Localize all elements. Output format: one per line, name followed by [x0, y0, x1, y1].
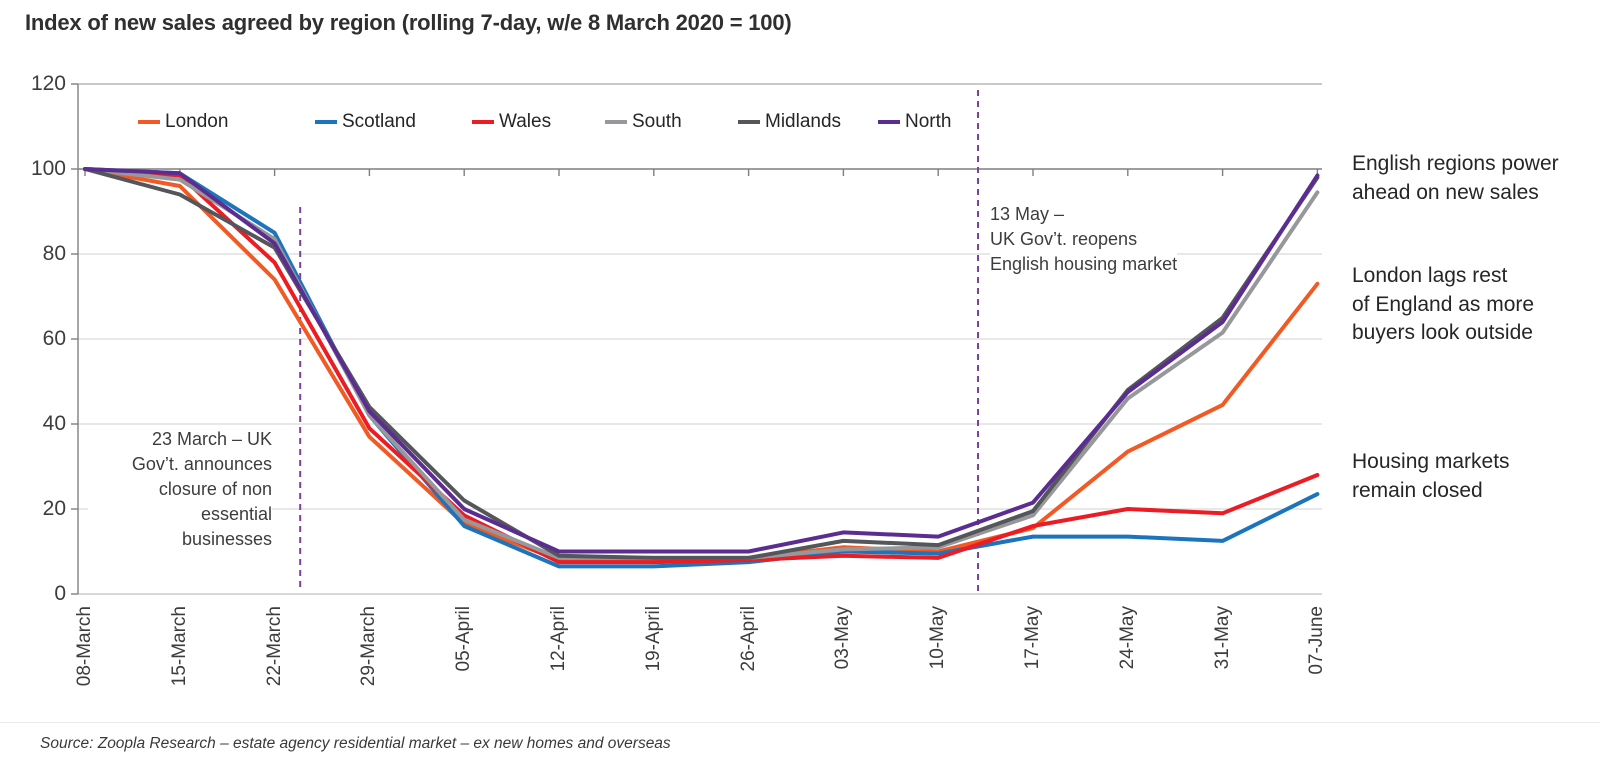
y-axis-label-100: 100 [30, 157, 66, 180]
legend-swatch-wales [472, 120, 494, 124]
x-axis-label-31-May: 31-May [1211, 606, 1233, 670]
x-axis-label-19-April: 19-April [642, 606, 664, 672]
legend-swatch-scotland [315, 120, 337, 124]
legend-label: Midlands [765, 111, 842, 132]
legend-label: Wales [499, 111, 552, 132]
legend-swatch-london [138, 120, 160, 124]
x-axis-label-03-May: 03-May [832, 606, 854, 670]
side-label-english-regions: English regions power ahead on new sales [1352, 152, 1559, 204]
series-line-north [83, 167, 1320, 554]
legend-swatch-midlands [738, 120, 760, 124]
legend-item-south: South [605, 110, 682, 134]
series-line-wales [83, 167, 1320, 565]
legend-label: South [632, 111, 682, 132]
legend-label: London [165, 111, 229, 132]
source-note: Source: Zoopla Research – estate agency … [40, 735, 671, 752]
side-label-markets-closed: Housing markets remain closed [1352, 450, 1510, 502]
legend-label: Scotland [342, 111, 416, 132]
x-axis-label-12-April: 12-April [548, 606, 569, 672]
annotation-13-may-reopening: 13 May – UK Gov’t. reopens English housi… [990, 202, 1178, 277]
series-line-scotland [83, 167, 1320, 569]
legend-item-london: London [138, 110, 228, 134]
legend-item-midlands: Midlands [738, 110, 841, 134]
annotation-23-march-lockdown: 23 March – UK Gov’t. announces closure o… [88, 427, 272, 552]
y-axis-label-60: 60 [42, 327, 66, 350]
x-axis-label-22-March: 22-March [263, 606, 285, 687]
y-axis-label-40: 40 [42, 412, 66, 435]
side-label-london-lags: London lags rest of England as more buye… [1352, 264, 1535, 344]
x-axis-label-15-March: 15-March [168, 606, 190, 687]
x-axis-label-26-April: 26-April [737, 606, 759, 672]
x-axis-label-17-May: 17-May [1022, 606, 1043, 670]
footer-divider [0, 722, 1600, 723]
x-axis-label-29-March: 29-March [358, 606, 380, 687]
x-axis-label-08-March: 08-March [74, 606, 95, 687]
legend-swatch-north [878, 120, 900, 124]
x-axis-label-07-June: 07-June [1306, 606, 1328, 675]
y-axis-label-120: 120 [30, 72, 66, 95]
legend-swatch-south [605, 120, 627, 124]
legend-item-north: North [878, 110, 951, 134]
chart-title: Index of new sales agreed by region (rol… [25, 10, 792, 35]
legend-item-scotland: Scotland [315, 110, 416, 134]
x-axis-label-10-May: 10-May [927, 606, 949, 670]
y-axis-label-0: 0 [54, 582, 66, 605]
x-axis-label-24-May: 24-May [1116, 606, 1138, 670]
legend-label: North [905, 111, 952, 132]
legend-item-wales: Wales [472, 110, 551, 134]
y-axis-label-80: 80 [42, 242, 66, 265]
y-axis-label-20: 20 [42, 497, 66, 520]
x-axis-label-05-April: 05-April [453, 606, 475, 672]
